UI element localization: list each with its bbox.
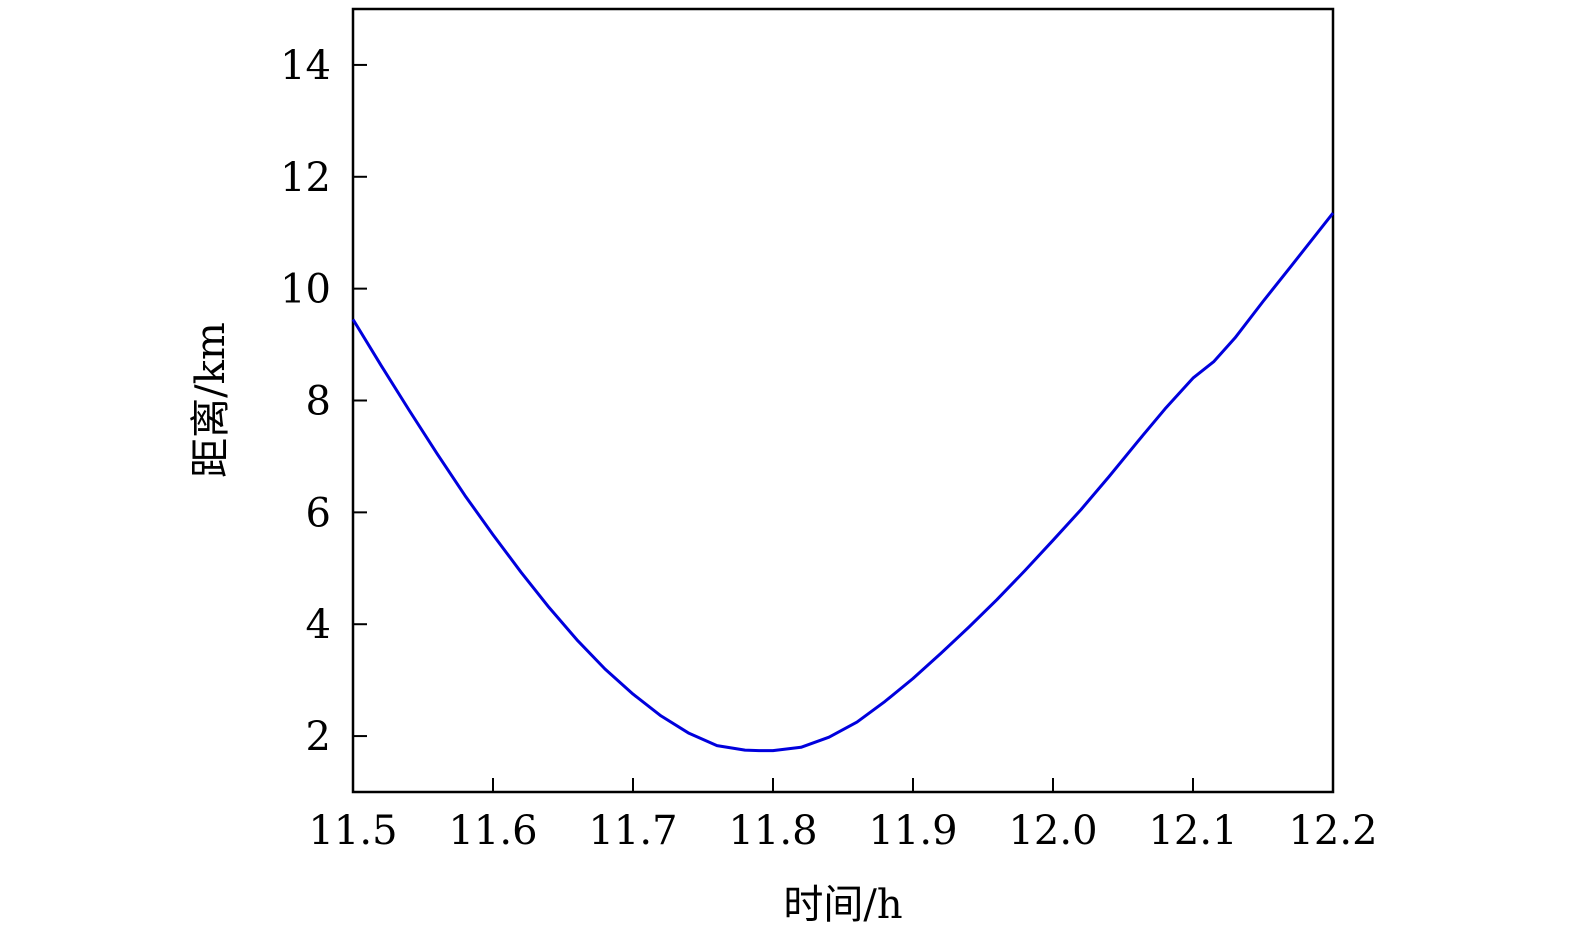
x-tick-label: 11.7 [588,808,677,854]
y-axis-label: 距离/km [188,322,234,478]
y-tick-label: 8 [306,379,331,425]
x-axis-label: 时间/h [783,882,902,928]
x-tick-label: 12.0 [1008,808,1097,854]
y-tick-label: 6 [306,490,331,536]
y-tick-label: 4 [306,602,331,648]
series-line [351,212,1335,753]
y-tick-label: 14 [280,43,331,89]
x-tick-label: 11.8 [728,808,817,854]
x-tick-label: 11.9 [868,808,957,854]
x-tick-label: 12.1 [1148,808,1237,854]
plot-frame [351,7,1335,794]
y-tick-label: 2 [306,714,331,760]
x-tick-label: 12.2 [1288,808,1377,854]
y-tick-label: 12 [280,155,331,201]
x-tick-label: 11.5 [308,808,397,854]
x-tick-label: 11.6 [448,808,537,854]
y-tick-label: 10 [280,267,331,313]
